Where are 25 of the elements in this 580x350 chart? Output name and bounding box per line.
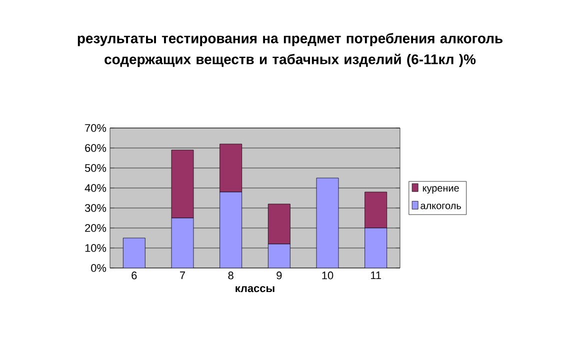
x-tick-label: 6 (132, 272, 137, 280)
bar (268, 204, 290, 244)
y-tick-label: 30% (84, 204, 106, 212)
y-tick-label: 70% (85, 124, 106, 132)
x-tick-label: 8 (228, 272, 234, 280)
y-tick-label: 20% (85, 224, 106, 232)
legend-label: алкоголь (420, 204, 461, 210)
bar (316, 178, 339, 268)
bar (220, 192, 242, 268)
bar (171, 218, 194, 268)
x-tick-label: 11 (370, 272, 381, 280)
x-tick-label: 9 (276, 272, 282, 280)
x-axis-title: классы (236, 286, 274, 292)
legend-label: курение (422, 186, 459, 194)
y-tick-label: 60% (85, 144, 106, 152)
chart-title: результаты тестирования на предмет потребления алкоголь содержащих веществ и табачных изделий (6-11кл )% (78, 32, 502, 68)
y-tick-label: 40% (84, 184, 106, 192)
y-tick-label: 0% (91, 264, 106, 272)
bar (364, 228, 388, 268)
y-tick-label: 50% (84, 164, 106, 172)
x-tick-label: 10 (322, 272, 334, 280)
bar (268, 244, 290, 268)
bar (122, 238, 146, 268)
x-tick-label: 7 (180, 272, 185, 280)
y-tick-label: 10% (85, 244, 106, 252)
